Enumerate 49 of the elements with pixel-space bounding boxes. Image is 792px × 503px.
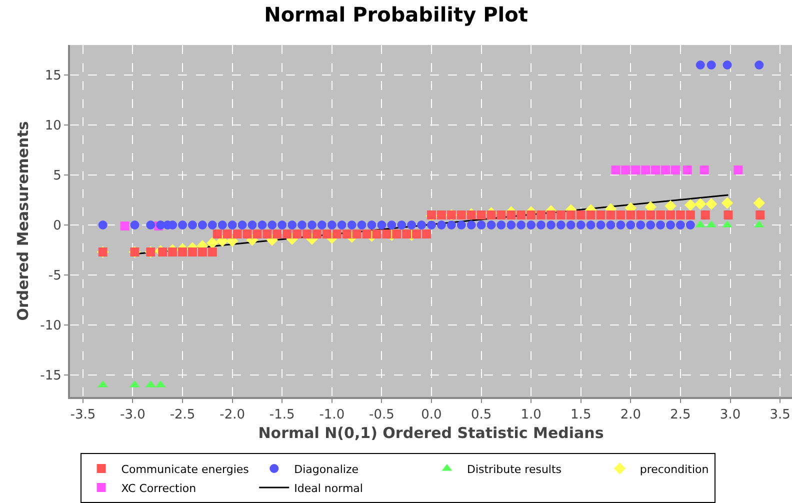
x-tick-label: 3.5 [770, 408, 790, 423]
x-tick-label: 3.0 [720, 408, 741, 423]
point [641, 166, 650, 174]
point [705, 198, 718, 210]
point [621, 166, 630, 174]
point [721, 197, 734, 209]
point [206, 237, 218, 249]
x-tick-label: -2.5 [170, 408, 196, 423]
point [684, 199, 696, 211]
legend-label: Ideal normal [294, 482, 363, 495]
x-tick-label: 2.5 [670, 408, 691, 423]
x-tick-label: 1.5 [570, 408, 592, 423]
x-tick-label: -1.5 [269, 408, 295, 423]
point [661, 166, 670, 174]
point [611, 166, 620, 174]
point [670, 166, 680, 174]
y-tick-label: -15 [40, 368, 62, 384]
y-tick-label: -10 [40, 318, 62, 334]
x-tick-label: 1.0 [520, 408, 542, 423]
point [631, 166, 640, 174]
point [694, 198, 706, 210]
y-tick-label: -5 [48, 268, 62, 284]
point [120, 222, 130, 230]
chart-title: Normal Probability Plot [264, 2, 528, 27]
y-tick-label: 0 [53, 218, 62, 234]
y-tick-label: 10 [44, 118, 62, 134]
x-tick-label: -1.0 [319, 408, 345, 423]
legend-label: precondition [640, 462, 709, 476]
point [664, 200, 676, 212]
legend-label: XC Correction [121, 482, 196, 495]
x-tick-label: -3.5 [70, 408, 96, 423]
x-tick-label: 0.0 [421, 408, 442, 423]
y-tick-label: 5 [53, 168, 62, 184]
y-axis-title: Ordered Measurements [14, 121, 32, 321]
x-tick-label: -3.0 [120, 408, 146, 423]
legend-label: Diagonalize [294, 462, 359, 476]
x-axis-title: Normal N(0,1) Ordered Statistic Medians [258, 424, 604, 442]
point [753, 197, 765, 209]
x-tick-label: -0.5 [369, 408, 394, 423]
legend-label: Distribute results [466, 462, 562, 476]
point [682, 166, 692, 174]
x-tick-label: -2.0 [220, 408, 246, 423]
y-tick-label: 15 [44, 68, 62, 84]
point [734, 166, 743, 174]
x-tick-label: 0.5 [470, 408, 492, 423]
point [700, 166, 709, 174]
point [651, 166, 660, 174]
legend-label: Communicate energies [121, 462, 250, 476]
x-tick-label: 2.0 [620, 408, 642, 423]
